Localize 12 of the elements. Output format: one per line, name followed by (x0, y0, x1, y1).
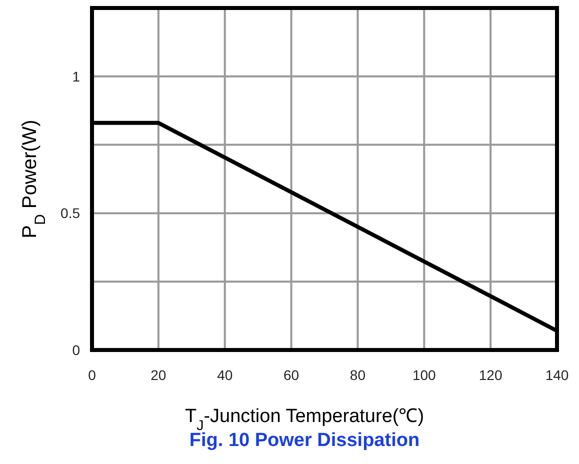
x-tick-label: 120 (478, 367, 502, 383)
x-tick-label: 0 (88, 367, 96, 383)
y-tick-label: 1 (72, 68, 80, 84)
x-tick-label: 60 (283, 367, 300, 383)
text: Fig. 10 Power Dissipation (189, 430, 420, 451)
x-tick-label: 20 (150, 367, 166, 383)
x-tick-label: 80 (350, 367, 366, 383)
x-tick-label: 40 (217, 367, 233, 383)
y-tick-label: 0.5 (60, 205, 80, 222)
x-tick-label: 140 (545, 367, 569, 383)
y-tick-label: 0 (72, 342, 80, 358)
x-tick-label: 100 (412, 367, 436, 383)
